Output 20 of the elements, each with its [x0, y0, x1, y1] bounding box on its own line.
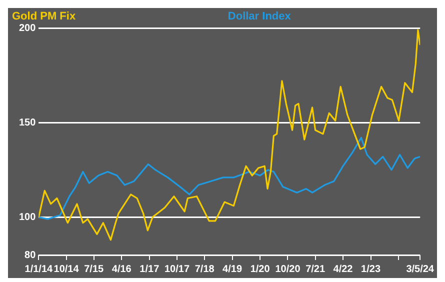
x-tick-label: 4/16 [112, 264, 132, 275]
y-tick-label: 150 [18, 117, 36, 128]
x-tick-label: 7/18 [194, 264, 215, 275]
x-tick-label: 1/1/14 [24, 264, 54, 275]
y-tick-label: 80 [24, 250, 36, 261]
x-tick-label: 10/14 [54, 264, 80, 275]
text: Dollar Index [228, 10, 292, 23]
x-tick-label: 1/20 [250, 264, 270, 275]
x-tick-label: 4/22 [333, 264, 354, 275]
x-tick-label: 10/20 [275, 264, 301, 275]
y-tick-label: 200 [18, 22, 36, 34]
x-tick-label: 10/17 [164, 264, 190, 275]
x-tick-label: 7/15 [84, 264, 104, 275]
text: Gold PM Fix [12, 10, 76, 23]
x-tick-label: 1/23 [361, 264, 381, 275]
x-tick-label: 3/5/24 [406, 264, 434, 275]
y-tick-label: 100 [18, 212, 36, 223]
x-tick-label: 1/17 [140, 264, 160, 275]
x-tick-label: 4/19 [222, 264, 242, 275]
x-tick-label: 7/21 [306, 264, 326, 275]
